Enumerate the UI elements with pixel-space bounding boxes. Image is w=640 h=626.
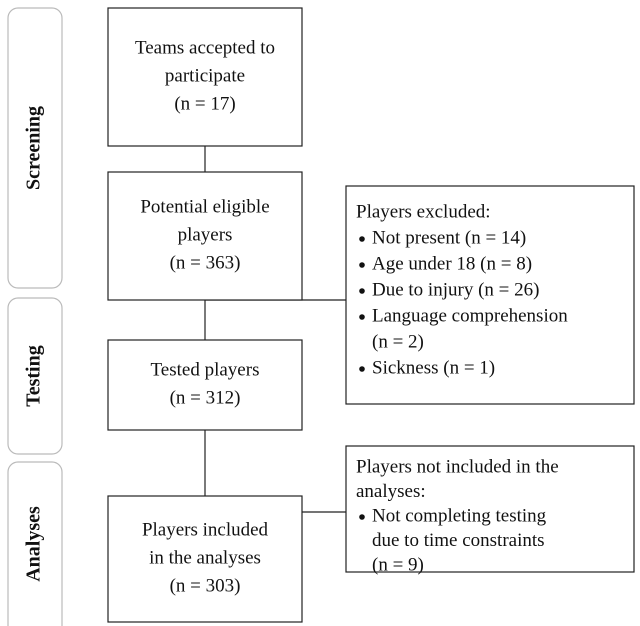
flow-box: [107, 7, 303, 147]
exclusion-item: Sickness (n = 1): [372, 357, 495, 378]
box-text: (n = 303): [170, 575, 241, 596]
box-text: (n = 312): [170, 387, 241, 408]
section-tab: [7, 7, 63, 289]
box-text: Teams accepted to: [135, 37, 275, 58]
exclusion-item: Language comprehension: [372, 305, 568, 326]
section-label: Testing: [23, 345, 45, 407]
flow-box: [107, 495, 303, 623]
box-text: players: [178, 224, 233, 245]
box-text: Players included: [142, 519, 269, 540]
box-text: (n = 363): [170, 252, 241, 273]
exclusion-item: Due to injury (n = 26): [372, 279, 539, 300]
exclusion-item: Age under 18 (n = 8): [372, 253, 532, 274]
box-text: Potential eligible: [140, 196, 269, 217]
bullet: [359, 236, 365, 242]
bullet: [359, 288, 365, 294]
exclusion-item: (n = 9): [372, 554, 424, 575]
exclusion-box: [345, 185, 635, 405]
box-text: (n = 17): [174, 93, 235, 114]
bullet: [359, 314, 365, 320]
section-tab: [7, 297, 63, 455]
section-label: Screening: [23, 106, 45, 190]
flow-box: [107, 339, 303, 431]
exclusion-item: (n = 2): [372, 331, 424, 352]
exclusion-title: analyses:: [356, 481, 426, 502]
section-tab: [7, 461, 63, 626]
box-text: Tested players: [151, 359, 260, 380]
exclusion-item: Not completing testing: [372, 505, 547, 526]
exclusion-title: Players not included in the: [356, 456, 559, 477]
section-label: Analyses: [23, 506, 45, 582]
exclusion-title: Players excluded:: [356, 201, 491, 222]
exclusion-item: Not present (n = 14): [372, 227, 526, 248]
flow-box: [107, 171, 303, 301]
box-text: participate: [165, 65, 245, 86]
bullet: [359, 514, 365, 520]
bullet: [359, 366, 365, 372]
exclusion-item: due to time constraints: [372, 530, 545, 551]
bullet: [359, 262, 365, 268]
exclusion-box: [345, 445, 635, 573]
box-text: in the analyses: [149, 547, 261, 568]
